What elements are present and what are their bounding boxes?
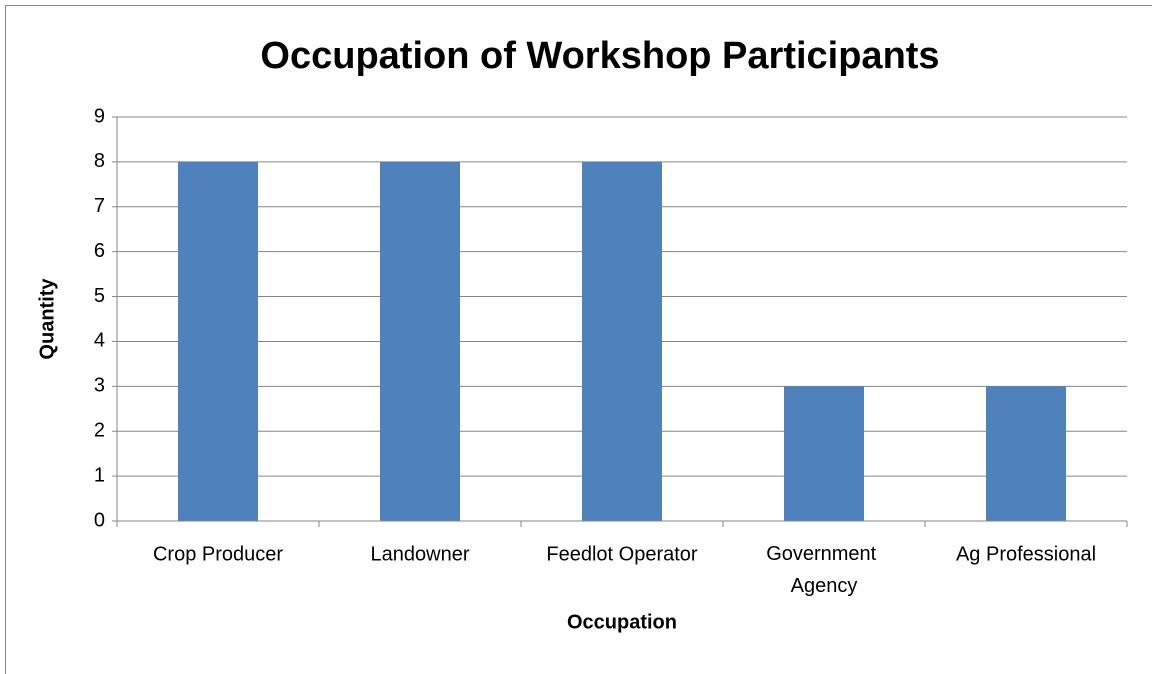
y-axis-label: Quantity [36,278,58,360]
y-tick-label: 2 [94,420,105,442]
x-axis-label: Occupation [567,611,677,633]
y-tick-label: 7 [94,195,105,217]
x-tick-label: Crop Producer [153,543,283,565]
bar [178,161,258,521]
y-tick-label: 4 [94,330,105,352]
chart-title: Occupation of Workshop Participants [260,35,939,77]
bar [380,161,460,521]
chart-border [5,5,1152,674]
y-tick-label: 5 [94,285,105,307]
bar [582,161,662,521]
bar [986,386,1066,521]
y-tick-label: 0 [94,509,105,531]
y-tick-label: 9 [94,105,105,127]
x-tick-label: Government Agency [766,543,882,597]
y-tick-label: 6 [94,240,105,262]
bar [784,386,864,521]
x-tick-label: Ag Professional [956,543,1096,565]
y-tick-label: 1 [94,464,105,486]
y-tick-label: 8 [94,150,105,172]
x-tick-label: Feedlot Operator [546,543,698,565]
x-tick-label: Landowner [371,543,470,565]
y-tick-label: 3 [94,375,105,397]
